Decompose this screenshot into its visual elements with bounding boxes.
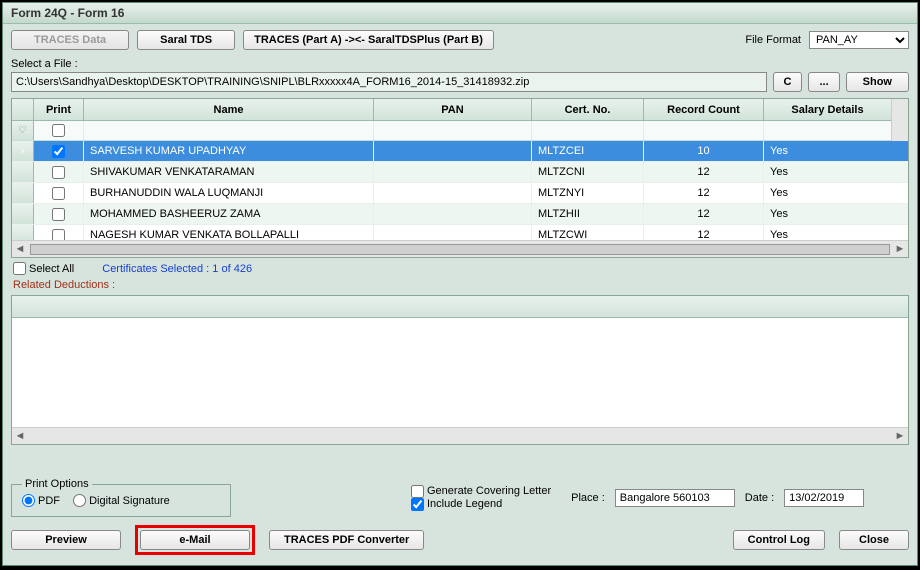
grid-body[interactable]: ›SARVESH KUMAR UPADHYAYMLTZCEI10YesSHIVA… [12,141,908,240]
top-toolbar: TRACES Data Saral TDS TRACES (Part A) ->… [3,24,917,56]
converter-button[interactable]: TRACES PDF Converter [269,530,424,550]
table-row[interactable]: MOHAMMED BASHEERUZ ZAMA MLTZHII12Yes [12,204,908,225]
cover-letter-checkbox[interactable]: Generate Covering Letter [411,485,551,498]
file-select-row: Select a File : C:\Users\Sandhya\Desktop… [3,56,917,98]
grid-header: Print Name PAN Cert. No. Record Count Sa… [12,99,908,121]
pan-cell [374,225,532,240]
grid-filter-row: ♡ [12,121,908,141]
rec-cell: 12 [644,183,764,203]
print-options-legend: Print Options [22,478,92,490]
table-row[interactable]: NAGESH KUMAR VENKATA BOLLAPALLI MLTZCWI12… [12,225,908,240]
name-cell: BURHANUDDIN WALA LUQMANJI [84,183,374,203]
close-button[interactable]: Close [839,530,909,550]
place-label: Place : [571,492,605,504]
bottom-area: Print Options PDF Digital Signature Gene… [3,472,917,565]
print-cell[interactable] [34,141,84,161]
print-options-group: Print Options PDF Digital Signature [11,478,231,517]
dsig-radio[interactable]: Digital Signature [73,494,170,507]
email-highlight: e-Mail [135,525,255,555]
sal-cell: Yes [764,225,908,240]
file-path-field[interactable]: C:\Users\Sandhya\Desktop\DESKTOP\TRAININ… [11,72,767,92]
cert-cell: MLTZCWI [532,225,644,240]
hscroll[interactable]: ◄ ► [12,240,908,257]
form16-window: Form 24Q - Form 16 TRACES Data Saral TDS… [2,2,918,566]
file-label: Select a File : [11,58,909,70]
browse-button[interactable]: ... [808,72,839,92]
table-row[interactable]: › SARVESH KUMAR UPADHYAY MLTZCEI10Yes [12,141,908,162]
cert-cell: MLTZNYI [532,183,644,203]
row-indicator: › [12,141,34,161]
rowheader-col [12,99,34,120]
selected-count: Certificates Selected : 1 of 426 [102,263,252,275]
name-cell: NAGESH KUMAR VENKATA BOLLAPALLI [84,225,374,240]
pan-cell [374,162,532,182]
pan-cell [374,183,532,203]
preview-button[interactable]: Preview [11,530,121,550]
certificates-grid: Print Name PAN Cert. No. Record Count Sa… [11,98,909,258]
control-log-button[interactable]: Control Log [733,530,825,550]
email-button[interactable]: e-Mail [140,530,250,550]
title-bar: Form 24Q - Form 16 [3,3,917,24]
name-cell: SARVESH KUMAR UPADHYAY [84,141,374,161]
close-icon[interactable] [893,7,911,25]
pan-cell [374,141,532,161]
row-indicator [12,162,34,182]
table-row[interactable]: SHIVAKUMAR VENKATARAMAN MLTZCNI12Yes [12,162,908,183]
pan-cell [374,204,532,224]
date-label: Date : [745,492,774,504]
rec-cell: 12 [644,162,764,182]
print-cell[interactable] [34,204,84,224]
table-row[interactable]: BURHANUDDIN WALA LUQMANJI MLTZNYI12Yes [12,183,908,204]
hscroll2[interactable]: ◄ ► [12,427,908,444]
rec-cell: 12 [644,204,764,224]
col-print[interactable]: Print [34,99,84,120]
cert-cell: MLTZCNI [532,162,644,182]
row-indicator [12,225,34,240]
filter-icon[interactable]: ♡ [18,125,27,136]
col-pan[interactable]: PAN [374,99,532,120]
rec-cell: 12 [644,225,764,240]
vscroll-head [891,99,908,121]
row-indicator [12,183,34,203]
name-cell: SHIVAKUMAR VENKATARAMAN [84,162,374,182]
col-rec[interactable]: Record Count [644,99,764,120]
saral-tds-button[interactable]: Saral TDS [137,30,235,50]
col-cert[interactable]: Cert. No. [532,99,644,120]
name-cell: MOHAMMED BASHEERUZ ZAMA [84,204,374,224]
print-cell[interactable] [34,183,84,203]
print-cell[interactable] [34,225,84,240]
date-field[interactable] [784,489,864,507]
cert-cell: MLTZCEI [532,141,644,161]
print-cell[interactable] [34,162,84,182]
file-format-select[interactable]: PAN_AY [809,31,909,49]
select-all-checkbox[interactable]: Select All [13,262,74,275]
status-row: Select All Certificates Selected : 1 of … [3,258,917,279]
show-button[interactable]: Show [846,72,909,92]
row-indicator [12,204,34,224]
include-legend-checkbox[interactable]: Include Legend [411,498,551,511]
related-deductions-grid: ◄ ► [11,295,909,445]
pdf-radio[interactable]: PDF [22,494,60,507]
filter-print-checkbox[interactable] [52,124,65,137]
col-sal[interactable]: Salary Details [764,99,891,120]
window-title: Form 24Q - Form 16 [11,6,124,20]
file-format-label: File Format [745,34,801,46]
rec-cell: 10 [644,141,764,161]
sal-cell: Yes [764,141,908,161]
traces-data-button[interactable]: TRACES Data [11,30,129,50]
related-deductions-label: Related Deductions : [3,279,917,295]
clear-button[interactable]: C [773,72,803,92]
cert-cell: MLTZHII [532,204,644,224]
partab-button[interactable]: TRACES (Part A) -><- SaralTDSPlus (Part … [243,30,494,50]
center-options: Generate Covering Letter Include Legend [411,485,561,511]
sal-cell: Yes [764,162,908,182]
sal-cell: Yes [764,183,908,203]
col-name[interactable]: Name [84,99,374,120]
sal-cell: Yes [764,204,908,224]
place-field[interactable] [615,489,735,507]
